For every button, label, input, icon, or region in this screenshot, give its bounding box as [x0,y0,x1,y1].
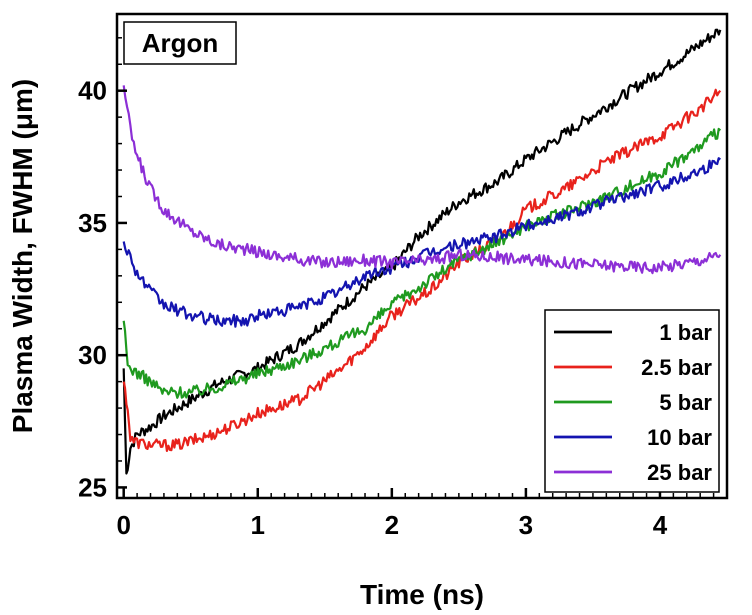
legend-label: 2.5 bar [641,355,712,380]
annotation-label: Argon [142,28,219,58]
x-axis-title: Time (ns) [360,579,484,610]
legend: 1 bar 2.5 bar 5 bar 10 bar 25 bar [544,309,720,493]
legend-label: 10 bar [647,425,712,450]
y-axis-title: Plasma Width, FWHM (μm) [7,79,38,433]
x-tick-label: 3 [519,510,533,540]
series-line-1-bar [122,28,722,475]
x-tick-label: 1 [251,510,265,540]
series-line-25-bar [122,85,722,275]
legend-label: 5 bar [659,390,712,415]
legend-items: 1 bar 2.5 bar 5 bar 10 bar 25 bar [554,320,712,485]
y-tick-label: 25 [78,472,107,502]
plot-frame [115,12,729,500]
ticks-layer [117,37,715,498]
annotation-box: Argon [123,21,237,65]
y-tick-label: 30 [78,340,107,370]
x-tick-label: 2 [385,510,399,540]
legend-label: 1 bar [659,320,712,345]
legend-label: 25 bar [647,460,712,485]
series-layer [122,28,722,475]
y-tick-label: 35 [78,208,107,238]
series-line-10-bar [122,157,721,328]
y-tick-label: 40 [78,76,107,106]
x-tick-label: 0 [116,510,130,540]
x-tick-label: 4 [653,510,668,540]
tick-labels-layer: 0 1 2 3 4 25 30 35 40 [78,76,668,540]
series-line-5-bar [122,127,722,399]
series-line-2_5-bar [122,88,722,452]
